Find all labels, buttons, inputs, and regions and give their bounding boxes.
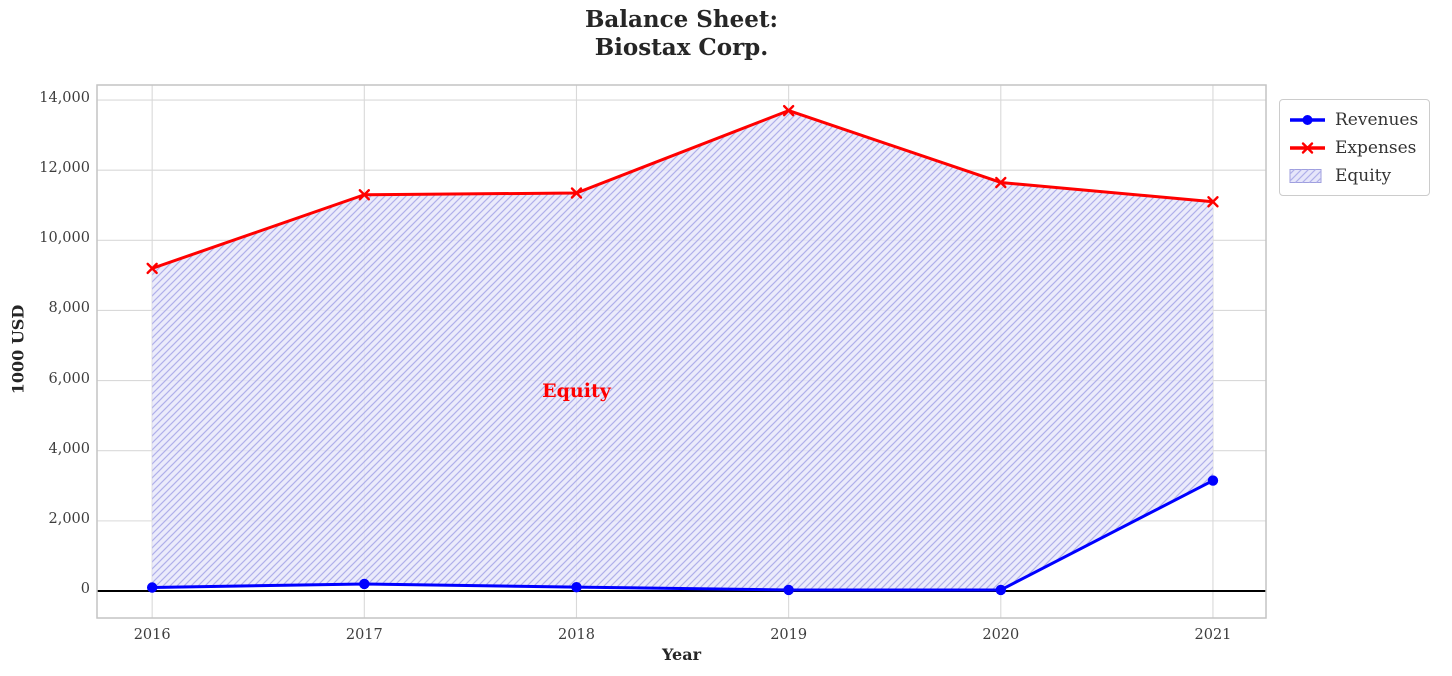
revenues-point-marker	[783, 584, 794, 596]
expenses-point-marker	[782, 104, 795, 117]
revenues-series	[146, 475, 1219, 596]
data-series	[146, 104, 1219, 596]
legend-label-revenues: Revenues	[1335, 109, 1419, 130]
ytick-label: 8,000	[48, 300, 90, 317]
legend-item-expenses: Expenses	[1289, 135, 1418, 160]
expenses-point-marker	[146, 262, 158, 275]
legend-label-equity: Equity	[1335, 165, 1392, 186]
ytick-label: 6,000	[48, 370, 90, 387]
revenues-point-marker	[359, 578, 370, 590]
expenses-point-marker	[1207, 196, 1219, 208]
expenses-line-x-icon	[1290, 141, 1325, 154]
ytick-label: 4,000	[48, 440, 90, 457]
legend: Revenues Expenses Equity	[1279, 99, 1431, 196]
xtick-label: 2016	[133, 627, 171, 643]
chart-title: Balance Sheet: Biostax Corp.	[97, 6, 1266, 62]
xtick-label: 2021	[1194, 627, 1232, 643]
chart-title-line2: Biostax Corp.	[594, 34, 769, 61]
ytick-label: 14,000	[39, 90, 90, 107]
expenses-point-marker	[358, 189, 371, 201]
revenues-point-marker	[146, 582, 158, 593]
expenses-series	[146, 104, 1219, 275]
equity-area-annotation: Equity	[542, 380, 611, 403]
xtick-label: 2020	[982, 627, 1020, 643]
revenues-point-marker	[571, 581, 582, 593]
legend-item-equity: Equity	[1289, 163, 1418, 188]
chart-title-line1: Balance Sheet:	[584, 6, 779, 33]
revenues-point-marker	[1207, 475, 1219, 486]
x-axis-label: Year	[661, 645, 701, 664]
expenses-point-marker	[570, 187, 583, 199]
ytick-label: 0	[80, 580, 90, 597]
xtick-label: 2019	[770, 627, 808, 643]
ytick-label: 12,000	[39, 160, 90, 177]
legend-label-expenses: Expenses	[1335, 137, 1417, 158]
ytick-label: 10,000	[39, 230, 90, 247]
equity-hatched-patch-icon	[1289, 168, 1322, 183]
xtick-label: 2017	[345, 627, 383, 643]
y-axis-label: 1000 USD	[8, 304, 28, 395]
ytick-label: 2,000	[48, 510, 90, 527]
legend-item-revenues: Revenues	[1289, 107, 1418, 132]
xtick-label: 2018	[558, 627, 595, 643]
revenues-line-circle-icon	[1290, 114, 1325, 125]
equity-area	[152, 110, 1213, 590]
expenses-point-marker	[995, 176, 1007, 189]
revenues-point-marker	[995, 584, 1007, 596]
plot-border	[96, 84, 1267, 619]
